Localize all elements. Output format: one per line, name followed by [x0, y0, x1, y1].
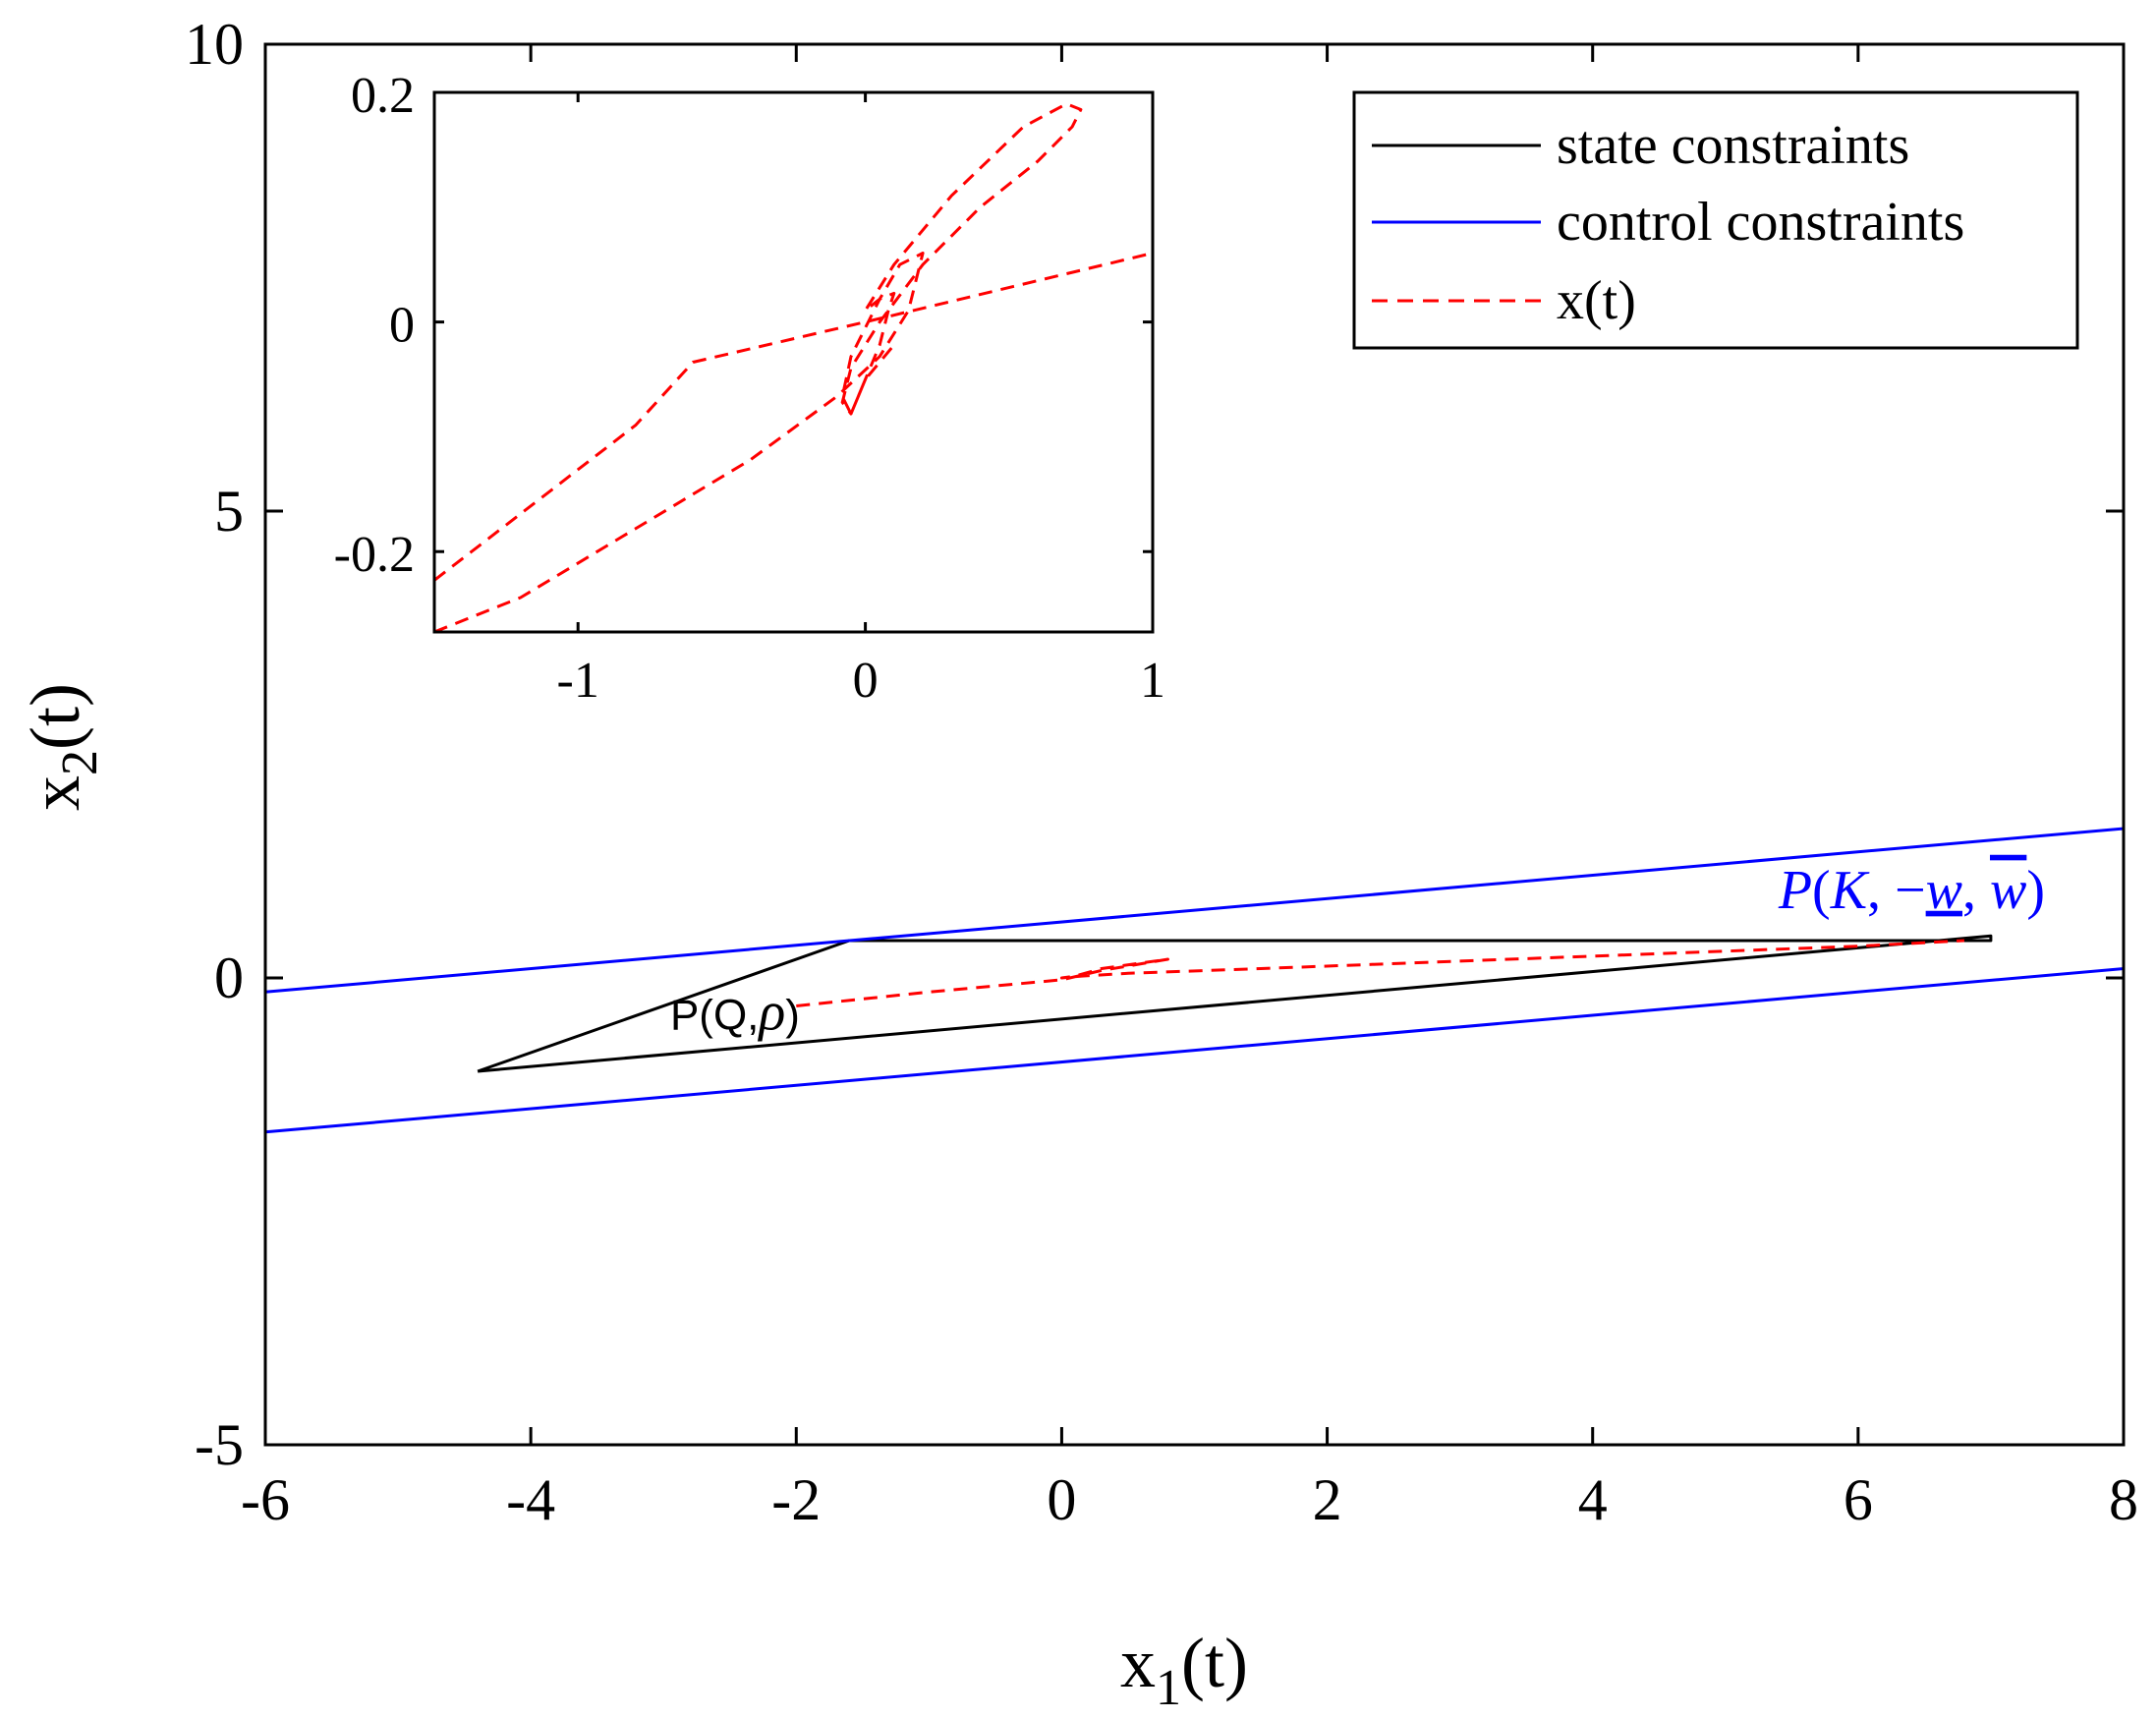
- main-y-tick-label: 5: [214, 479, 244, 544]
- main-x-ticks: -6 -4 -2 0 2 4 6 8: [241, 44, 2138, 1532]
- inset-series-group: [434, 102, 1153, 632]
- inset-series-x-t-loop: [434, 102, 1083, 632]
- main-axes-box: [263, 42, 2126, 1447]
- main-series-group: [264, 827, 2125, 1134]
- x-axis-label-main: x: [1120, 1624, 1156, 1702]
- main-x-tick-label: 4: [1578, 1467, 1608, 1532]
- main-x-tick-label: 0: [1047, 1467, 1076, 1532]
- inset-y-tick-label: 0: [389, 298, 415, 354]
- main-series-control-constraints-lower-: [264, 967, 2125, 1134]
- main-series-state-constraints: [477, 934, 1993, 1073]
- annotation-p-q-text: P(Q,: [670, 991, 759, 1039]
- annotation-p-k-w: P(K, −w, w): [1778, 860, 2045, 921]
- x-axis-label: x1(t): [1120, 1624, 1248, 1716]
- main-x-tick-label: 6: [1844, 1467, 1873, 1532]
- annotation-p-q-close: ): [785, 991, 800, 1039]
- y-axis-label-subscript: 2: [52, 750, 108, 775]
- legend: state constraints control constraints x(…: [1352, 90, 2079, 350]
- main-series-x-t-: [796, 939, 1964, 1007]
- inset-y-tick-label: -0.2: [334, 527, 415, 583]
- y-axis-label-suffix: (t): [16, 683, 94, 750]
- main-x-tick-label: -6: [241, 1467, 290, 1532]
- legend-label-control-constraints: control constraints: [1557, 192, 1964, 253]
- pk-part-4-underlined-w: w: [1926, 860, 1962, 921]
- inset-x-tick-label: 0: [853, 653, 879, 709]
- main-x-tick-label: 2: [1313, 1467, 1342, 1532]
- inset-x-ticks: -1 0 1: [557, 92, 1165, 709]
- inset-x-tick-label: -1: [557, 653, 599, 709]
- inset-series-x-t-: [434, 252, 1153, 582]
- legend-label-x-t: x(t): [1557, 270, 1636, 331]
- main-x-tick-label: 8: [2109, 1467, 2138, 1532]
- main-y-tick-label: -5: [195, 1412, 244, 1477]
- main-y-tick-label: 10: [185, 12, 244, 77]
- inset-axes: -1 0 1 -0.2 0 0.2: [334, 68, 1165, 709]
- annotation-rho-symbol: ρ: [757, 981, 785, 1042]
- pk-part-3: , −: [1867, 860, 1926, 921]
- y-axis-label-main: x: [16, 775, 94, 811]
- annotation-p-k-w-text: P(K, −w, w): [1778, 860, 2045, 921]
- inset-y-tick-label: 0.2: [351, 68, 415, 124]
- pk-part-5: ,: [1962, 860, 1990, 921]
- inset-x-tick-label: 1: [1140, 653, 1165, 709]
- main-series-control-constraints-upper-: [264, 827, 2125, 994]
- main-x-tick-label: -4: [506, 1467, 555, 1532]
- pk-part-0: P: [1778, 860, 1812, 921]
- pk-part-7: ): [2026, 860, 2045, 921]
- y-axis-label: x2(t): [16, 683, 108, 811]
- pk-part-6-overlined-w: w: [1990, 860, 2026, 921]
- x-axis-label-subscript: 1: [1156, 1660, 1181, 1716]
- main-x-tick-label: -2: [771, 1467, 821, 1532]
- pk-part-2: K: [1830, 860, 1870, 921]
- pk-part-1: (: [1812, 860, 1831, 921]
- main-y-tick-label: 0: [214, 945, 244, 1010]
- legend-box: [1352, 90, 2079, 350]
- inset-y-ticks: -0.2 0 0.2: [334, 68, 1153, 583]
- inset-axes-box: [432, 90, 1155, 634]
- annotation-p-q-rho: P(Q,ρ): [670, 981, 800, 1042]
- inset-plot-area: [434, 92, 1153, 632]
- x-axis-label-suffix: (t): [1181, 1624, 1248, 1702]
- legend-label-state-constraints: state constraints: [1557, 115, 1909, 176]
